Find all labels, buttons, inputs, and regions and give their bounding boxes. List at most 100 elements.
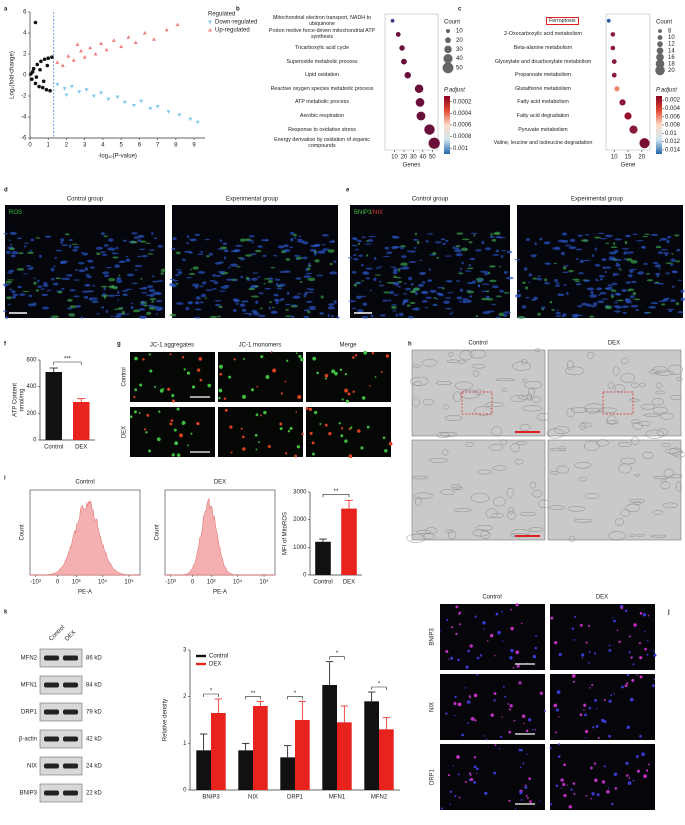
point — [177, 113, 182, 117]
size-key — [657, 41, 663, 48]
cell — [592, 726, 595, 729]
stain-label-part: BNIP3 — [354, 210, 372, 216]
cell — [537, 275, 541, 277]
texture — [660, 412, 674, 420]
blot-size: 42 kD — [86, 737, 102, 743]
cell — [476, 772, 478, 775]
cell — [131, 282, 139, 285]
image — [440, 744, 545, 810]
cell — [474, 615, 477, 618]
cell — [414, 291, 418, 296]
cell — [121, 290, 129, 292]
legend-label: Up-regulated — [215, 28, 250, 34]
dot — [611, 72, 617, 78]
cell — [37, 285, 43, 288]
texture — [406, 533, 426, 543]
cell — [280, 297, 285, 301]
cell — [192, 266, 199, 270]
cell — [393, 268, 399, 272]
cell — [171, 284, 177, 288]
texture — [444, 415, 463, 421]
category-label: Glyoxylate and dicarboxylate metabolism — [494, 58, 592, 65]
cell — [209, 280, 216, 282]
texture — [640, 403, 655, 410]
cell — [572, 680, 575, 683]
cell — [344, 439, 348, 443]
cell — [517, 289, 520, 293]
texture — [548, 505, 565, 510]
cell — [411, 308, 417, 311]
row-title: BNIP3 — [430, 628, 436, 646]
cell — [671, 285, 675, 288]
cell — [50, 316, 53, 319]
cell — [292, 295, 301, 299]
cell — [452, 765, 454, 767]
image-frame — [411, 349, 546, 437]
cell — [344, 372, 348, 376]
cell — [589, 315, 594, 318]
cell — [528, 777, 531, 780]
point — [164, 27, 169, 32]
cell — [563, 763, 566, 767]
cell — [141, 291, 148, 294]
point — [31, 66, 36, 71]
cell — [138, 315, 147, 319]
cell — [321, 234, 329, 237]
cell — [588, 706, 592, 710]
cell — [351, 244, 358, 247]
cell — [615, 259, 622, 262]
cell — [551, 308, 555, 311]
cell — [466, 290, 475, 294]
cell — [411, 290, 416, 293]
dot — [614, 86, 620, 92]
size-key — [444, 45, 452, 54]
blot-strip — [39, 756, 83, 776]
cell — [5, 250, 11, 255]
texture — [642, 451, 654, 459]
cell — [413, 238, 419, 241]
cell — [11, 290, 16, 294]
texture — [655, 390, 666, 395]
cell — [503, 311, 511, 314]
cell — [630, 280, 637, 284]
texture — [564, 366, 585, 376]
cell — [586, 303, 592, 307]
cell — [629, 697, 634, 702]
texture — [663, 468, 674, 478]
cell — [457, 773, 460, 776]
texture — [520, 359, 528, 365]
cell — [647, 763, 650, 766]
image-background — [172, 205, 338, 318]
cell — [115, 246, 119, 250]
cell — [252, 272, 259, 274]
texture — [579, 422, 586, 430]
point — [48, 88, 52, 93]
cell — [336, 316, 340, 319]
texture — [639, 383, 646, 388]
cell — [535, 635, 537, 638]
cell — [583, 709, 585, 711]
dot — [390, 18, 395, 23]
cell — [255, 413, 259, 417]
image — [218, 407, 304, 458]
point — [69, 85, 74, 89]
cell — [211, 288, 217, 290]
cell — [459, 623, 462, 626]
cell — [17, 252, 24, 255]
cell — [188, 251, 194, 254]
cell — [317, 250, 324, 254]
cell — [475, 315, 479, 318]
cell — [101, 253, 108, 256]
cell — [353, 258, 359, 261]
x-tick-label: 7 — [156, 143, 160, 149]
cell — [155, 313, 158, 315]
texture — [459, 350, 473, 361]
cell — [553, 703, 558, 708]
cell — [608, 787, 610, 789]
texture — [656, 428, 669, 436]
texture — [549, 447, 566, 452]
x-tick-label: 10⁴ — [98, 579, 108, 586]
cell — [195, 285, 199, 289]
